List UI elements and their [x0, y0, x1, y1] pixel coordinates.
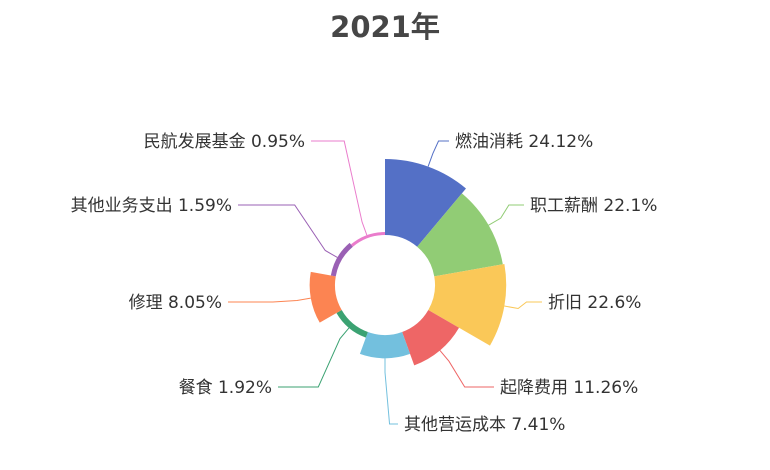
slice-label-2: 职工薪酬 22.1%: [530, 196, 657, 216]
leader-line-4: [439, 350, 494, 388]
leader-line-8: [238, 204, 338, 258]
slice-label-6: 餐食 1.92%: [179, 378, 272, 398]
leader-line-5: [384, 358, 398, 425]
slice-5[interactable]: [359, 331, 411, 359]
slice-9[interactable]: [350, 232, 385, 247]
slice-4[interactable]: [402, 310, 460, 366]
chart-title: 2021年: [330, 10, 440, 44]
slice-label-8: 其他业务支出 1.59%: [71, 196, 232, 216]
leader-line-9: [311, 140, 368, 236]
leader-line-3: [504, 301, 542, 310]
slice-3[interactable]: [428, 263, 507, 346]
slice-label-4: 起降费用 11.26%: [500, 378, 638, 398]
slice-8[interactable]: [330, 242, 353, 277]
slice-label-3: 折旧 22.6%: [548, 293, 641, 313]
slice-label-1: 燃油消耗 24.12%: [455, 132, 593, 152]
leader-line-7: [228, 297, 311, 303]
slice-label-5: 其他营运成本 7.41%: [404, 415, 565, 435]
slice-label-7: 修理 8.05%: [129, 293, 222, 313]
slice-label-9: 民航发展基金 0.95%: [144, 132, 305, 152]
leader-line-1: [427, 140, 449, 167]
slice-6[interactable]: [336, 310, 368, 338]
slice-2[interactable]: [417, 193, 503, 277]
leader-line-2: [488, 204, 524, 226]
slice-1[interactable]: [385, 159, 466, 247]
slice-7[interactable]: [309, 271, 342, 323]
leader-line-6: [278, 327, 350, 388]
